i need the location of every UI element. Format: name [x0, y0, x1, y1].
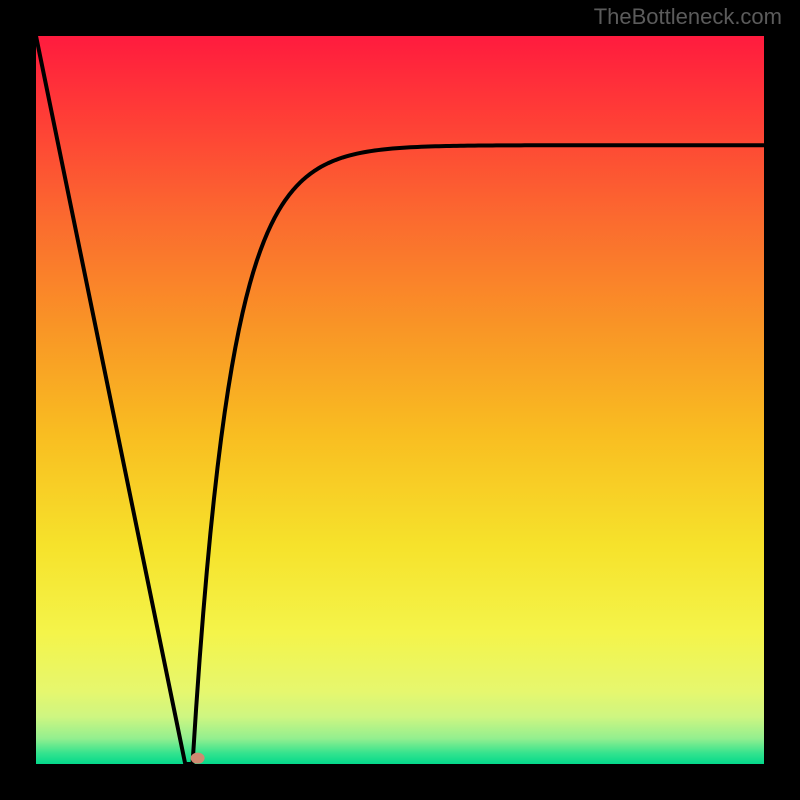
optimum-marker	[191, 753, 205, 764]
chart-svg	[0, 0, 800, 800]
chart-container: TheBottleneck.com	[0, 0, 800, 800]
watermark-text: TheBottleneck.com	[594, 4, 782, 30]
